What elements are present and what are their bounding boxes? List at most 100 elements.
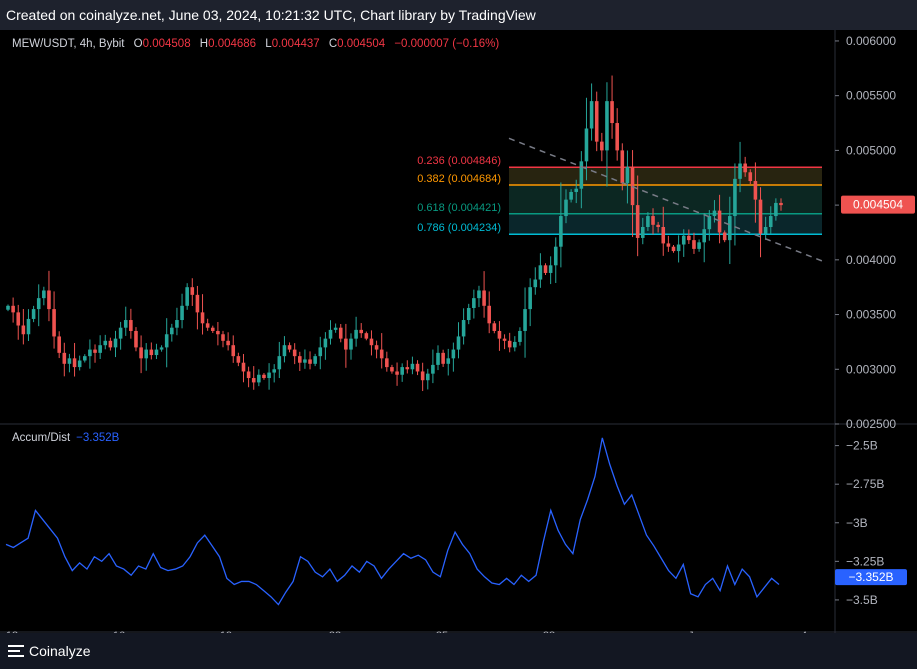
candle-body [170, 327, 174, 335]
candle-body [118, 327, 123, 339]
candle-body [26, 318, 31, 335]
candle-body [31, 309, 36, 319]
candle-body [154, 349, 159, 356]
candle-body [333, 327, 338, 330]
high-label: H [199, 38, 209, 50]
candle-body [779, 202, 783, 206]
candle-body [763, 227, 768, 234]
low-value: 0.004437 [271, 38, 320, 50]
candle-body [231, 345, 236, 357]
candle-body [6, 305, 10, 310]
candle-body [251, 378, 256, 383]
candle-body [139, 347, 143, 359]
candle-body [666, 243, 671, 247]
candle-body [328, 329, 333, 339]
candle-body [272, 369, 276, 373]
candle-body [513, 341, 517, 348]
candle-body [82, 356, 87, 361]
candle-body [282, 345, 287, 357]
price-tick-label: 0.005000 [846, 143, 896, 157]
candle-body [308, 359, 312, 364]
candle-body [646, 216, 650, 227]
candle-body [88, 349, 92, 357]
candle-body [553, 246, 558, 266]
candle-body [77, 360, 82, 368]
candle-body [743, 163, 747, 173]
candle-body [395, 371, 399, 375]
candle-body [497, 330, 502, 339]
footer-bar: Coinalyze [0, 633, 917, 669]
price-tick-label: 0.002500 [846, 417, 896, 431]
candle-body [292, 349, 297, 357]
candle-body [564, 199, 568, 217]
fib-zone [509, 167, 822, 185]
candle-body [200, 312, 205, 324]
candle-body [676, 244, 681, 252]
candle-body [635, 205, 640, 238]
candle-body [36, 298, 41, 310]
candle-body [98, 345, 102, 353]
candle-body [431, 364, 435, 374]
candle-body [456, 336, 461, 350]
candle-body [93, 349, 97, 353]
candle-body [103, 340, 108, 346]
candle-body [277, 356, 282, 370]
candle-body [236, 356, 241, 363]
candle-body [712, 210, 717, 217]
candle-body [180, 305, 184, 321]
candle-body [548, 265, 553, 273]
candle-body [62, 352, 67, 364]
candle-body [323, 338, 328, 348]
candle-body [477, 290, 481, 299]
candle-body [364, 333, 369, 339]
candle-body [129, 320, 133, 331]
last-price-label: 0.004504 [853, 198, 903, 212]
candle-body [528, 287, 532, 310]
candle-body [538, 265, 543, 280]
candle-body [441, 352, 445, 364]
candle-body [625, 166, 630, 184]
candle-body [123, 320, 128, 328]
ad-tick-label: −2.75B [846, 477, 884, 491]
low-label: L [265, 38, 272, 50]
candle-body [257, 374, 261, 383]
candle-body [344, 338, 348, 350]
candle-body [451, 349, 456, 359]
candle-body [692, 240, 696, 249]
candle-body [717, 210, 722, 233]
candle-body [533, 279, 538, 288]
candle-body [492, 323, 497, 331]
candle-body [768, 216, 773, 227]
candle-body [584, 128, 589, 162]
candle-body [379, 349, 384, 359]
candle-body [687, 235, 691, 241]
candle-body [47, 290, 51, 310]
indicator-value: −3.352B [76, 432, 120, 444]
open-label: O [133, 38, 143, 50]
candle-body [390, 367, 394, 372]
change-value: −0.000007 (−0.16%) [394, 38, 500, 50]
fib-level-label: 0.382 (0.004684) [417, 173, 501, 185]
candle-body [610, 101, 614, 124]
header-bar: Created on coinalyze.net, June 03, 2024,… [0, 0, 917, 30]
candle-body [472, 298, 476, 308]
candle-body [651, 216, 655, 225]
candle-body [21, 325, 26, 335]
ad-last-value-badge [835, 569, 907, 586]
candle-body [753, 181, 758, 200]
last-price-badge [841, 195, 915, 214]
candle-body [707, 216, 712, 230]
candle-body [615, 123, 619, 151]
candle-body [241, 362, 246, 372]
candle-body [748, 172, 753, 182]
fib-zone [509, 213, 822, 235]
candle-body [671, 246, 676, 252]
candle-body [134, 330, 138, 348]
candle-body [425, 373, 430, 381]
price-tick-label: 0.006000 [846, 34, 896, 48]
symbol-label: MEW/USDT, 4h, Bybit [12, 38, 125, 50]
candle-body [640, 227, 645, 238]
coinalyze-logo[interactable]: Coinalyze [8, 643, 90, 659]
candle-body [697, 242, 701, 249]
